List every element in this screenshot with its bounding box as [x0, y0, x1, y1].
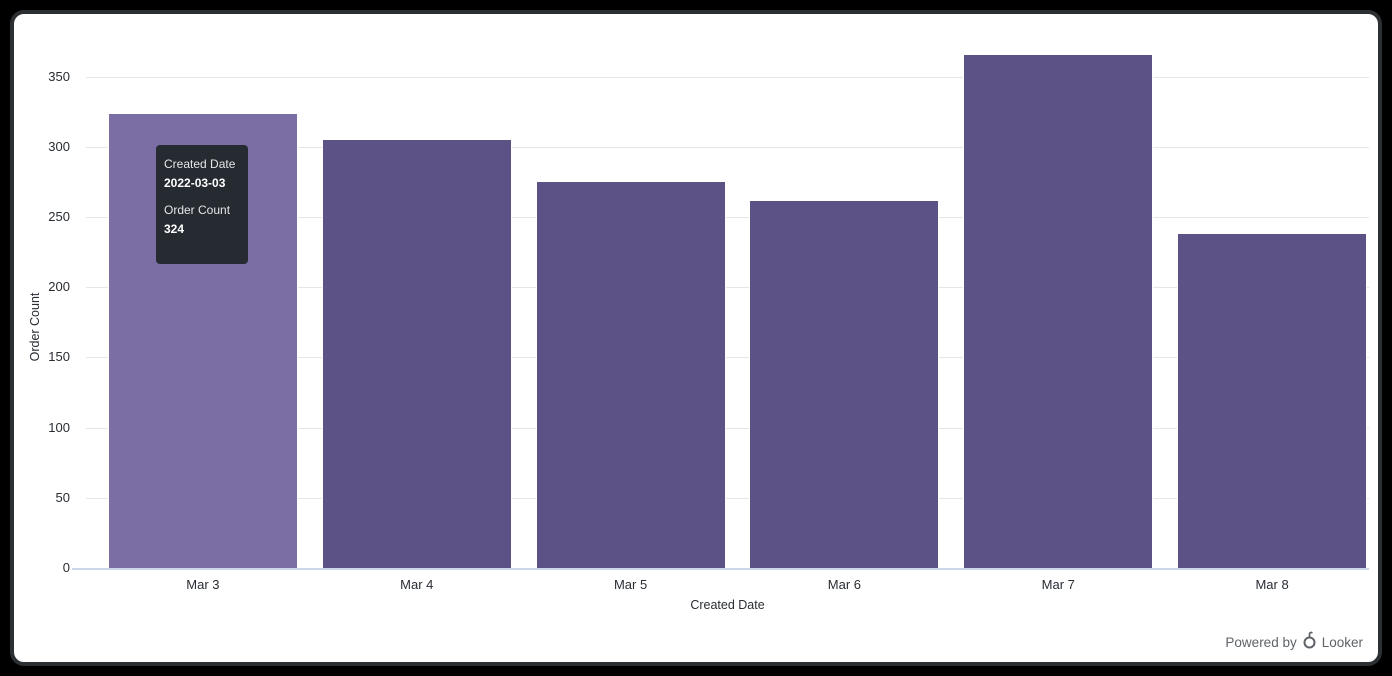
bar-mar-6[interactable]	[749, 200, 940, 568]
x-tick-label: Mar 3	[186, 577, 220, 592]
gridline	[86, 76, 1369, 78]
y-tick-label: 0	[62, 560, 70, 575]
chart-card: Order Count Created Date Created Date 20…	[10, 10, 1382, 666]
gridline	[86, 357, 1369, 359]
y-tick-label: 250	[48, 209, 70, 225]
y-tick-label: 300	[48, 138, 70, 154]
y-tick-label: 50	[55, 489, 70, 505]
bar-mar-4[interactable]	[321, 138, 512, 568]
y-tick-label: 350	[48, 68, 70, 84]
tooltip-dimension-label: Created Date	[164, 157, 236, 171]
x-tick-label: Mar 7	[1041, 577, 1075, 592]
hover-tooltip: Created Date 2022-03-03 Order Count 324	[156, 145, 248, 264]
gridline	[86, 497, 1369, 499]
bar-chart: Order Count Created Date Created Date 20…	[14, 14, 1378, 662]
y-tick-label: 150	[48, 349, 70, 365]
y-tick-label: 200	[48, 279, 70, 295]
x-tick-label: Mar 4	[400, 577, 434, 592]
x-axis-title: Created Date	[690, 598, 765, 612]
gridline	[86, 146, 1369, 148]
brand-text: Looker	[1321, 634, 1363, 650]
x-axis-line	[72, 568, 1369, 570]
bar-mar-8[interactable]	[1177, 232, 1368, 568]
x-tick-label: Mar 5	[613, 577, 648, 592]
powered-by-looker-link[interactable]: Powered by Looker	[1225, 631, 1363, 653]
bar-mar-7[interactable]	[963, 54, 1154, 568]
x-tick-label: Mar 8	[1255, 577, 1289, 592]
gridline	[86, 287, 1369, 289]
gridline	[86, 427, 1369, 429]
gridline	[86, 217, 1369, 219]
bar-mar-5[interactable]	[535, 180, 726, 568]
tooltip-measure-value: 324	[164, 222, 185, 236]
powered-by-text: Powered by	[1225, 634, 1297, 650]
tooltip-dimension-value: 2022-03-03	[164, 176, 226, 190]
tooltip-measure-label: Order Count	[164, 203, 231, 217]
y-tick-label: 100	[48, 419, 70, 435]
looker-logo-icon	[1302, 631, 1317, 653]
x-tick-label: Mar 6	[827, 577, 861, 592]
